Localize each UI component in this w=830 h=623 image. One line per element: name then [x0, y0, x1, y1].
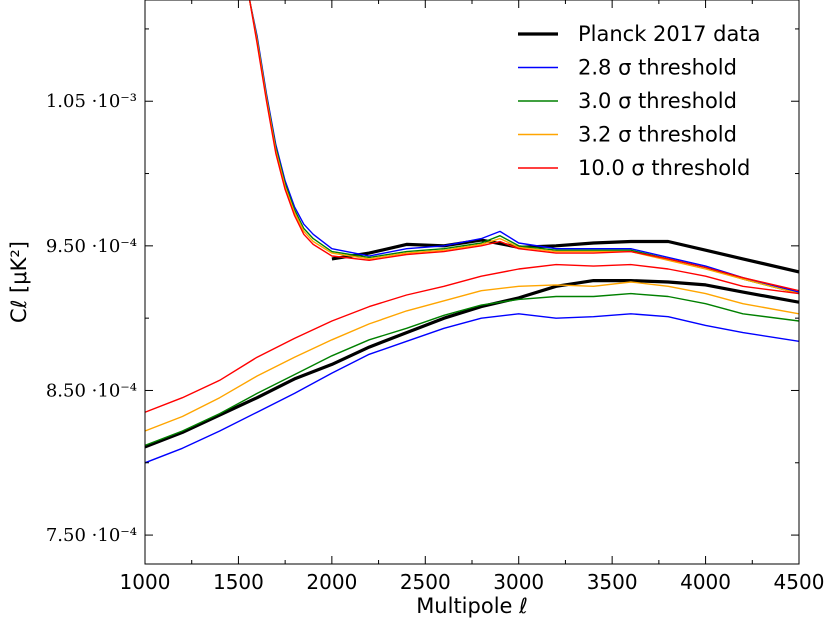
plot-frame: [144, 0, 800, 565]
legend-label: 2.8 σ threshold: [578, 56, 737, 80]
x-tick-label: 3500: [587, 570, 638, 594]
x-tick-label: 2500: [400, 570, 451, 594]
series-line-5: [145, 292, 799, 447]
x-tick-label: 4500: [774, 570, 825, 594]
series-layer: [145, 0, 799, 464]
ticks-layer: 1000 1500 2000 2500 3000 3500 4000 4500 7.50 ·10…: [46, 0, 825, 594]
legend-label: 10.0 σ threshold: [578, 156, 750, 180]
x-tick-label: 3000: [493, 570, 544, 594]
y-tick-label: 1.05 ·10⁻³: [46, 91, 137, 112]
series-line-9: [145, 263, 799, 413]
y-tick-label: 8.50 ·10⁻⁴: [46, 380, 137, 401]
series-line-2: [248, 0, 799, 293]
x-axis-label: Multipole ℓ: [416, 594, 528, 618]
plot-background: [145, 0, 799, 564]
series-line-8: [248, 0, 799, 292]
x-tick-label: 1000: [120, 570, 171, 594]
x-tick-label: 2000: [306, 570, 357, 594]
series-line-1: [145, 279, 799, 449]
y-tick-label: 7.50 ·10⁻⁴: [46, 525, 137, 546]
x-tick-label: 1500: [213, 570, 264, 594]
y-tick-label: 9.50 ·10⁻⁴: [46, 236, 137, 257]
series-line-0: [331, 238, 799, 274]
series-line-7: [145, 281, 799, 432]
legend: Planck 2017 data 2.8 σ threshold 3.0 σ thr…: [518, 22, 760, 180]
legend-label: Planck 2017 data: [578, 22, 760, 46]
series-line-3: [145, 313, 799, 464]
legend-label: 3.2 σ threshold: [578, 123, 737, 147]
x-tick-label: 4000: [680, 570, 731, 594]
legend-label: 3.0 σ threshold: [578, 89, 737, 113]
y-axis-label: Cℓ [μK²]: [7, 241, 31, 323]
